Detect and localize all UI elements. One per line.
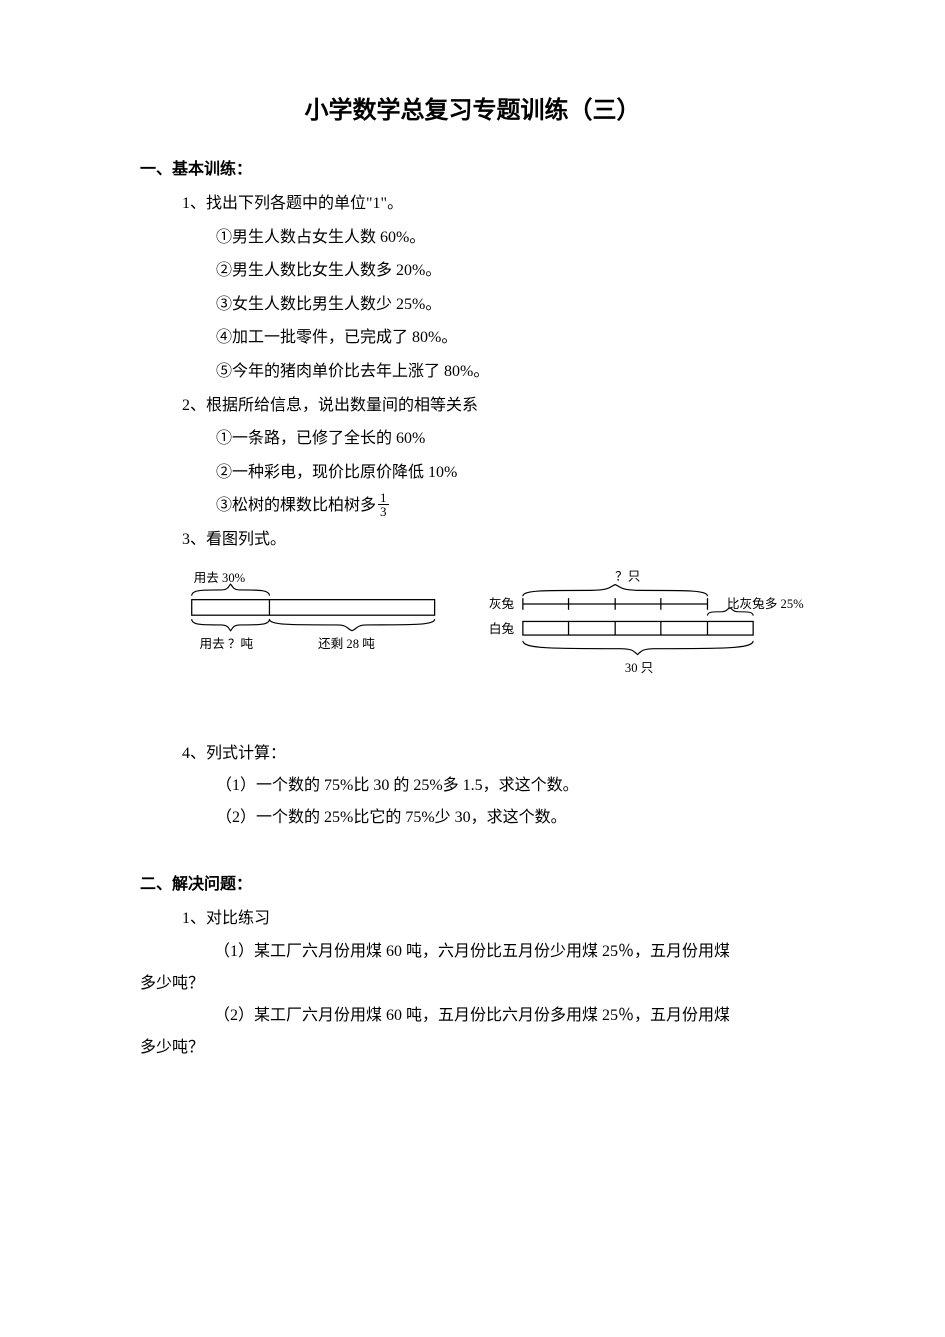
right-q-count-label: ？只 xyxy=(616,569,641,583)
q4-stem: 4、列式计算： xyxy=(182,737,805,771)
right-more-label: 比灰兔多 25% xyxy=(727,596,804,610)
q3-stem: 3、看图列式。 xyxy=(182,523,805,557)
s2-p2-line1: （2）某工厂六月份用煤 60 吨，五月份比六月份多用煤 25％，五月份用煤 xyxy=(182,1000,805,1032)
diagram-left: 用去 30% 用去 ？吨 还剩 28 吨 xyxy=(182,567,444,677)
spacer xyxy=(140,834,805,864)
right-bottom-brace xyxy=(523,640,753,654)
right-total-label: 30 只 xyxy=(625,661,653,675)
fraction-one-third: 13 xyxy=(378,491,389,518)
s2-p2-line2: 多少吨？ xyxy=(140,1032,805,1064)
q2-item-3: ③松树的棵数比柏树多13 xyxy=(216,489,805,523)
q4-item-2: （2）一个数的 25%比它的 75%少 30，求这个数。 xyxy=(216,802,805,834)
q2-item-2: ②一种彩电，现价比原价降低 10% xyxy=(216,456,805,490)
left-used-q-label: 用去 ？吨 xyxy=(199,637,253,651)
left-bottom-brace-2 xyxy=(269,619,434,631)
q4-item-1: （1）一个数的 75%比 30 的 25%多 1.5，求这个数。 xyxy=(216,770,805,802)
s2-q1-stem: 1、对比练习 xyxy=(182,902,805,936)
s2-p1-line1: （1）某工厂六月份用煤 60 吨，六月份比五月份少用煤 25％，五月份用煤 xyxy=(182,936,805,968)
q1-item-5: ⑤今年的猪肉单价比去年上涨了 80%。 xyxy=(216,355,805,389)
q1-item-3: ③女生人数比男生人数少 25%。 xyxy=(216,288,805,322)
q3-diagrams: 用去 30% 用去 ？吨 还剩 28 吨 ？只 灰兔 xyxy=(182,567,805,707)
left-bar xyxy=(192,599,435,615)
right-top-brace xyxy=(523,584,708,596)
q1-item-2: ②男生人数比女生人数多 20%。 xyxy=(216,254,805,288)
left-remain-label: 还剩 28 吨 xyxy=(318,637,375,651)
left-bottom-brace-1 xyxy=(192,619,270,631)
s2-p1-line2: 多少吨？ xyxy=(140,968,805,1000)
diagram-right: ？只 灰兔 比灰兔多 25% 白兔 30 只 xyxy=(484,567,805,707)
section-2-head: 二、解决问题： xyxy=(140,870,805,894)
page-title: 小学数学总复习专题训练（三） xyxy=(140,90,805,125)
q1-stem: 1、找出下列各题中的单位"1"。 xyxy=(182,187,805,221)
left-used-pct-label: 用去 30% xyxy=(194,571,246,585)
section-1-head: 一、基本训练： xyxy=(140,155,805,179)
left-top-brace xyxy=(192,584,270,596)
q1-item-4: ④加工一批零件，已完成了 80%。 xyxy=(216,321,805,355)
fraction-numerator: 1 xyxy=(378,491,389,505)
right-white-label: 白兔 xyxy=(489,621,515,636)
right-grey-label: 灰兔 xyxy=(489,596,515,610)
q2-item-3-prefix: ③松树的棵数比柏树多 xyxy=(216,497,376,514)
worksheet-page: 小学数学总复习专题训练（三） 一、基本训练： 1、找出下列各题中的单位"1"。 … xyxy=(0,0,945,1124)
right-white-bar xyxy=(523,621,753,635)
q1-item-1: ①男生人数占女生人数 60%。 xyxy=(216,221,805,255)
fraction-denominator: 3 xyxy=(378,505,389,518)
q2-item-1: ①一条路，已修了全长的 60% xyxy=(216,422,805,456)
q2-stem: 2、根据所给信息，说出数量间的相等关系 xyxy=(182,389,805,423)
